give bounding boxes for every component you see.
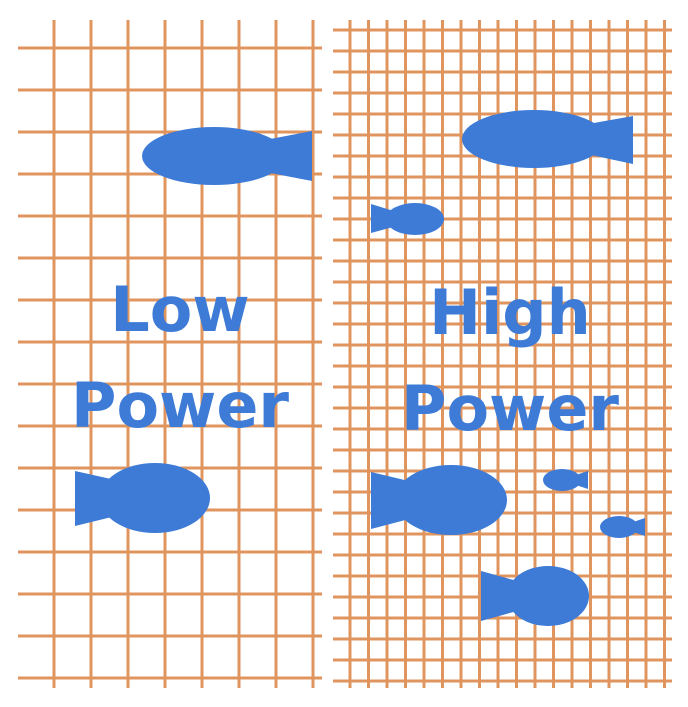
high-power-label-line2: Power: [401, 372, 619, 445]
high-power-net-grid: [333, 20, 672, 688]
low-power-label: Low Power: [30, 262, 330, 454]
fish-icon: [371, 203, 444, 235]
fish-group: [75, 110, 645, 626]
fish-icon: [462, 110, 633, 168]
fish-icon: [142, 127, 312, 185]
low-power-label-line1: Low: [110, 273, 250, 346]
fish-icon: [543, 469, 588, 491]
high-power-label: High Power: [360, 265, 660, 457]
fish-icon: [481, 566, 589, 626]
low-power-label-line2: Power: [71, 369, 289, 442]
fish-icon: [371, 465, 507, 535]
fish-icon: [75, 463, 210, 533]
high-power-label-line1: High: [429, 276, 591, 349]
fish-icon: [600, 516, 645, 538]
